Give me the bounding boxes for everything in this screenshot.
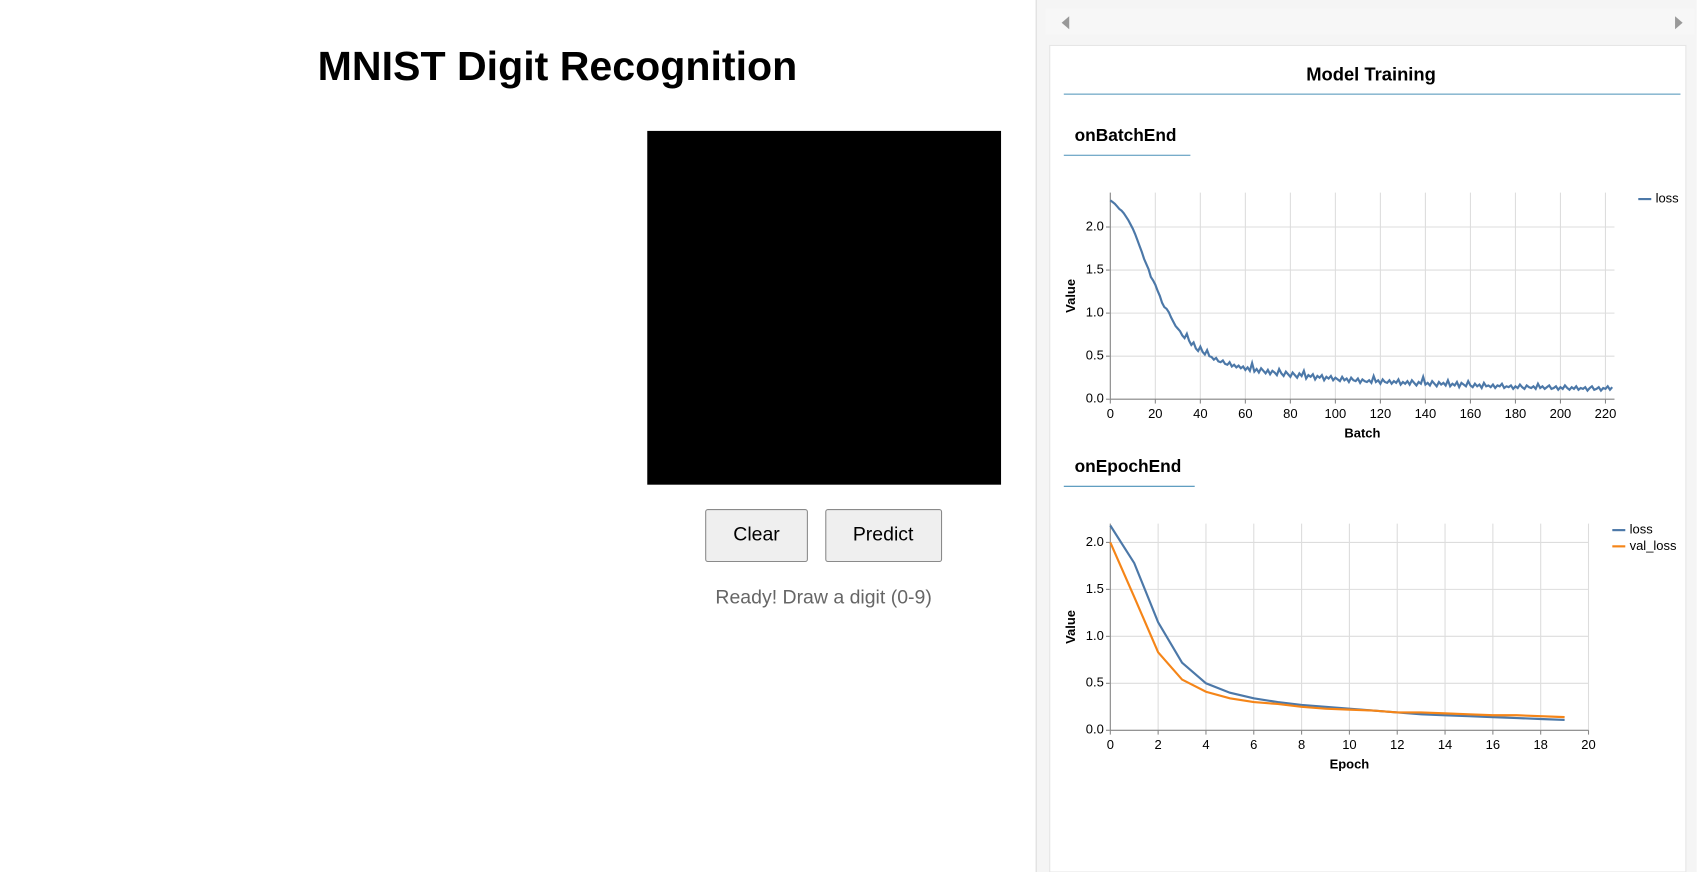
panel-card [1049,44,1687,872]
y-tick-label: 0.0 [1086,391,1104,406]
x-tick-label: 140 [1415,406,1437,421]
x-axis-title: Epoch [1330,756,1370,771]
x-tick-label: 40 [1193,406,1207,421]
status-text: Ready! Draw a digit (0-9) [715,586,931,608]
x-tick-label: 12 [1390,737,1404,752]
button-frame [825,509,943,563]
x-tick-label: 180 [1505,406,1527,421]
y-tick-label: 1.5 [1086,581,1104,596]
button-frame [705,509,808,563]
y-tick-label: 1.5 [1086,261,1104,276]
clear-button[interactable]: Clear [705,509,808,563]
x-tick-label: 10 [1342,737,1356,752]
y-tick-label: 2.0 [1086,534,1104,549]
x-tick-label: 200 [1550,406,1572,421]
x-tick-label: 220 [1595,406,1617,421]
x-tick-label: 18 [1533,737,1547,752]
x-tick-label: 16 [1486,737,1500,752]
predict-button[interactable]: Predict [825,509,943,563]
x-tick-label: 160 [1460,406,1482,421]
x-tick-label: 100 [1325,406,1347,421]
scroll-left[interactable] [1061,16,1070,30]
x-tick-label: 4 [1202,737,1209,752]
data-line [1109,199,1614,393]
y-tick-label: 1.0 [1086,628,1104,643]
tab-title: onBatchEnd [1075,125,1177,145]
x-tick-label: 80 [1283,406,1297,421]
x-tick-label: 0 [1107,737,1114,752]
scroll-right[interactable] [1675,16,1683,30]
x-tick-label: 2 [1155,737,1162,752]
x-tick-label: 20 [1148,406,1162,421]
legend-label: loss [1656,190,1680,205]
x-tick-label: 60 [1238,406,1252,421]
button-label: Predict [853,524,914,546]
x-tick-label: 8 [1298,737,1305,752]
legend-label: val_loss [1630,538,1677,553]
y-tick-label: 1.0 [1086,305,1104,320]
scroll-strip [1045,8,1695,35]
x-tick-label: 6 [1250,737,1257,752]
x-tick-label: 14 [1438,737,1452,752]
x-axis-title: Batch [1344,425,1380,440]
y-tick-label: 2.0 [1086,218,1104,233]
app-title: MNIST Digit Recognition [318,43,798,89]
legend-label: loss [1630,522,1654,537]
drawing-canvas[interactable] [647,130,1002,485]
x-tick-label: 20 [1581,737,1595,752]
y-tick-label: 0.0 [1086,722,1104,737]
y-tick-label: 0.5 [1086,348,1104,363]
data-line [1109,541,1565,719]
y-axis-title: Value [1063,279,1078,313]
tab-title: onEpochEnd [1075,456,1182,476]
panel-title: Model Training [1306,64,1436,85]
y-tick-label: 0.5 [1086,675,1104,690]
button-label: Clear [733,524,780,546]
x-tick-label: 120 [1370,406,1392,421]
data-line [1109,524,1565,722]
y-axis-title: Value [1063,610,1078,644]
x-tick-label: 0 [1107,406,1114,421]
